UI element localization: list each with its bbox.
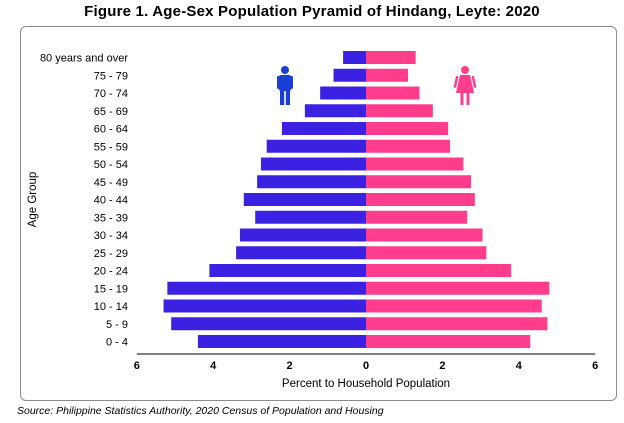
female-bar [366,193,475,206]
x-tick-label: 4 [516,360,523,372]
figure-title: Figure 1. Age-Sex Population Pyramid of … [84,3,540,20]
female-bar [366,157,464,171]
male-bar [209,264,366,277]
y-tick-label: 70 - 74 [94,88,128,100]
x-tick-label: 2 [287,360,293,372]
female-bar [366,335,531,348]
female-bar [366,228,483,242]
male-bar [243,193,366,206]
male-bar [236,246,366,260]
y-tick-label: 80 years and over [40,53,128,65]
male-bar [343,51,366,64]
x-tick-label: 6 [592,360,598,372]
y-tick-label: 65 - 69 [94,106,128,118]
male-bar [320,86,366,100]
x-tick-label: 2 [439,360,445,372]
x-tick-label: 4 [210,360,217,372]
x-axis-title: Percent to Household Population [282,378,450,390]
y-tick-label: 5 - 9 [106,319,128,331]
male-bar [167,281,366,295]
male-bar [333,68,366,82]
male-bar [239,228,366,242]
y-tick-label: 50 - 54 [94,159,128,171]
male-bar [281,122,366,135]
y-tick-label: 15 - 19 [94,283,128,295]
female-bar [366,86,420,100]
y-tick-label: 45 - 49 [94,177,128,189]
source-note: Source: Philippine Statistics Authority,… [17,405,384,417]
male-bar [260,157,366,171]
female-bar [366,299,542,313]
y-tick-label: 35 - 39 [94,212,128,224]
female-bar [366,281,550,295]
y-tick-label: 60 - 64 [94,124,128,136]
female-bar [366,122,449,135]
y-tick-label: 10 - 14 [94,301,128,313]
x-tick-label: 6 [134,360,140,372]
chart-frame [20,26,617,401]
female-bar [366,246,487,260]
female-bar [366,175,472,189]
male-bar [197,335,366,348]
y-tick-label: 55 - 59 [94,141,128,153]
y-tick-label: 25 - 29 [94,248,128,260]
male-icon [277,66,293,105]
female-bar [366,210,468,224]
male-bar [304,104,366,118]
female-bar [366,68,409,82]
female-bar [366,51,416,64]
y-tick-label: 30 - 34 [94,230,128,242]
y-tick-label: 40 - 44 [94,195,128,207]
y-tick-label: 75 - 79 [94,70,128,82]
male-bar [255,210,366,224]
female-bar [366,104,433,118]
male-bar [171,317,366,331]
female-bar [366,317,548,331]
y-axis-title: Age Group [27,172,39,228]
female-icon [453,66,477,105]
male-bar [266,139,366,153]
y-tick-label: 0 - 4 [106,337,128,349]
x-tick-label: 0 [363,360,369,372]
female-bar [366,264,512,277]
male-bar [257,175,366,189]
y-tick-label: 20 - 24 [94,266,128,278]
female-bar [366,139,451,153]
male-bar [163,299,366,313]
